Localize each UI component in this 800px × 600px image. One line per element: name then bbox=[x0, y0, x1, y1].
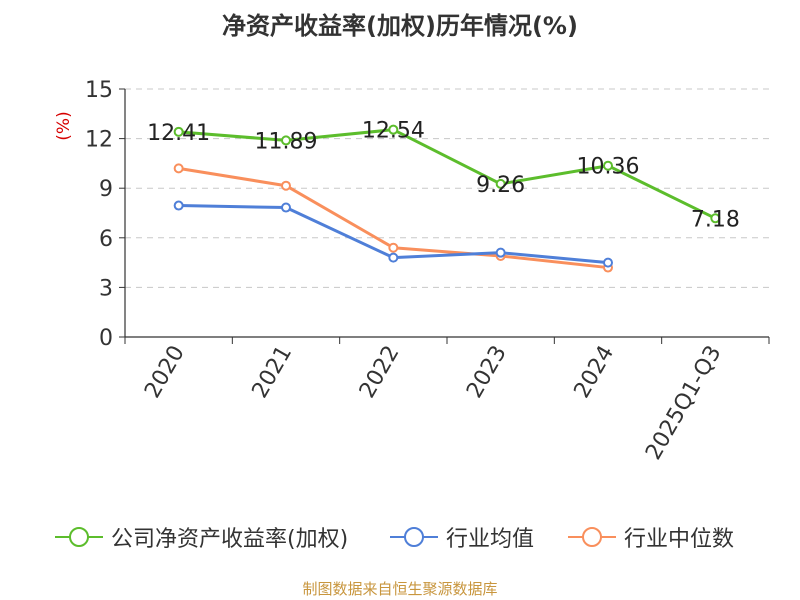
data-label: 9.26 bbox=[476, 173, 525, 198]
legend-marker-avg bbox=[390, 527, 438, 547]
x-tick-label: 2022 bbox=[355, 342, 405, 403]
data-point-avg bbox=[388, 252, 399, 263]
x-tick-label: 2021 bbox=[248, 342, 298, 403]
legend-item-median[interactable]: 行业中位数 bbox=[568, 520, 734, 554]
x-tick-label: 2025Q1-Q3 bbox=[641, 342, 726, 465]
data-label: 12.54 bbox=[362, 119, 425, 144]
data-point-avg bbox=[495, 247, 506, 258]
y-tick-label: 0 bbox=[99, 326, 113, 351]
chart-title: 净资产收益率(加权)历年情况(%) bbox=[222, 12, 578, 40]
y-tick-label: 3 bbox=[99, 276, 113, 301]
data-point-avg bbox=[603, 257, 613, 268]
source-footer: 制图数据来自恒生聚源数据库 bbox=[302, 580, 498, 598]
legend-marker-company bbox=[55, 527, 103, 547]
y-axis-label: (%) bbox=[54, 111, 74, 140]
data-point-company bbox=[495, 178, 506, 189]
data-label: 7.18 bbox=[691, 207, 740, 232]
data-point-company bbox=[710, 213, 721, 224]
series-line-company bbox=[178, 128, 716, 220]
data-label: 11.89 bbox=[255, 129, 318, 154]
legend-label-company: 公司净资产收益率(加权) bbox=[111, 527, 349, 552]
data-point-company bbox=[388, 124, 399, 135]
data-point-company bbox=[173, 126, 184, 137]
data-point-avg bbox=[173, 200, 184, 211]
x-tick-label: 2024 bbox=[570, 342, 620, 403]
y-tick-label: 15 bbox=[85, 78, 113, 103]
data-point-company bbox=[603, 160, 613, 171]
data-point-median bbox=[281, 180, 291, 191]
legend-marker-median bbox=[568, 527, 616, 547]
legend-label-avg: 行业均值 bbox=[446, 527, 535, 552]
data-label: 10.36 bbox=[577, 155, 640, 180]
y-tick-label: 12 bbox=[85, 128, 113, 153]
legend-item-avg[interactable]: 行业均值 bbox=[390, 520, 534, 554]
y-tick-label: 6 bbox=[99, 227, 113, 252]
data-point-median bbox=[173, 163, 184, 174]
data-point-company bbox=[281, 135, 291, 146]
legend: 公司净资产收益率(加权) 行业均值 行业中位数 bbox=[0, 520, 800, 554]
data-point-median bbox=[388, 242, 399, 253]
data-label: 12.41 bbox=[147, 121, 210, 146]
y-tick-label: 9 bbox=[99, 177, 113, 202]
data-point-avg bbox=[281, 202, 291, 213]
legend-item-company[interactable]: 公司净资产收益率(加权) bbox=[55, 520, 348, 554]
x-tick-label: 2023 bbox=[462, 342, 512, 403]
legend-label-median: 行业中位数 bbox=[624, 527, 735, 552]
x-tick-label: 2020 bbox=[140, 342, 190, 403]
